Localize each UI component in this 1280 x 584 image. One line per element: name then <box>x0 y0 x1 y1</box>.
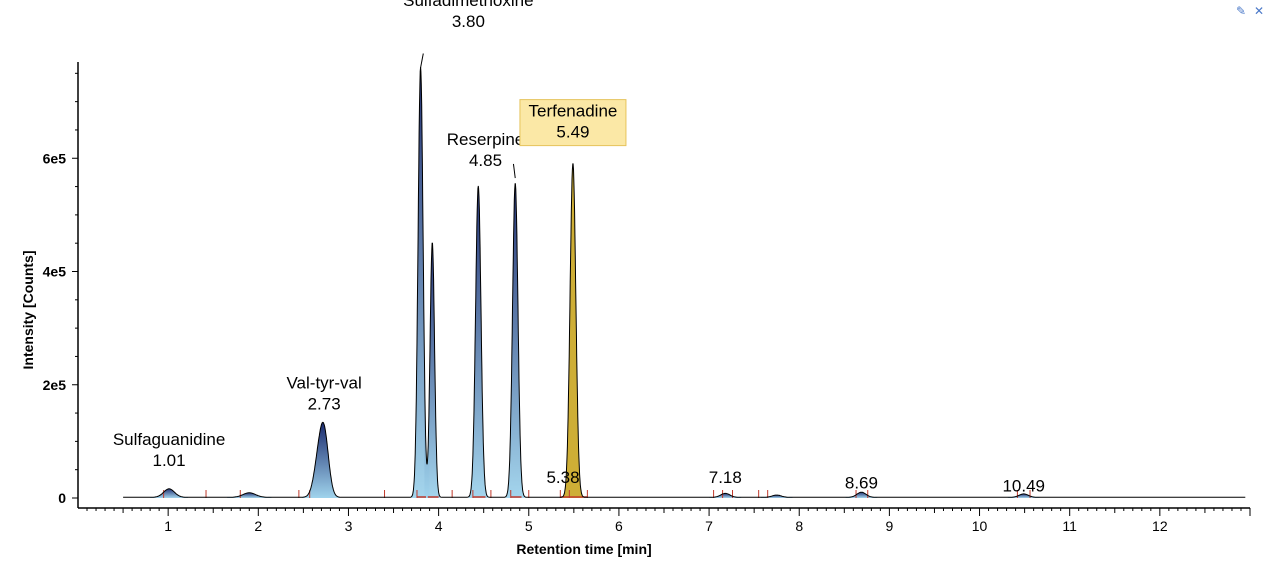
peak-label-rt: 2.73 <box>308 394 341 413</box>
y-axis-title: Intensity [Counts] <box>20 251 36 370</box>
peak-label-rt: 3.80 <box>452 12 485 31</box>
peak-fill-4.85[interactable] <box>505 183 525 498</box>
peak-fill-2.73[interactable] <box>308 422 340 498</box>
peak-label-rt: 5.38 <box>546 468 579 487</box>
peak-label-name: Sulfaguanidine <box>113 430 225 449</box>
peak-label-rt: 8.69 <box>845 474 878 493</box>
peak-label-name: Sulfadimethoxine <box>403 0 533 10</box>
peak-label-rt: 5.49 <box>556 123 589 142</box>
x-tick-label: 11 <box>1062 518 1077 534</box>
x-tick-label: 7 <box>705 518 713 534</box>
peak-label-rt: 7.18 <box>709 468 742 487</box>
peak-label-name: Reserpine <box>447 130 525 149</box>
peak-fill-3.8[interactable] <box>411 67 430 498</box>
peak-fill-4.44[interactable] <box>468 186 488 498</box>
y-tick-label: 2e5 <box>43 377 67 393</box>
x-tick-label: 1 <box>164 518 172 534</box>
highlight-label-box[interactable] <box>519 99 627 147</box>
peak-label-name: Terfenadine <box>529 102 618 121</box>
peak-label-rt: 1.01 <box>153 451 186 470</box>
x-tick-label: 8 <box>795 518 803 534</box>
peak-fill-3.93[interactable] <box>424 242 441 498</box>
peak-fill-5.49[interactable] <box>562 163 583 498</box>
peak-leader-line <box>420 53 424 68</box>
peak-leader-line <box>512 163 516 179</box>
x-axis-title: Retention time [min] <box>516 541 651 557</box>
x-tick-label: 3 <box>345 518 353 534</box>
peak-label-name: Val-tyr-val <box>286 373 361 392</box>
x-tick-label: 10 <box>972 518 988 534</box>
x-tick-label: 6 <box>615 518 623 534</box>
x-tick-label: 9 <box>885 518 893 534</box>
y-tick-label: 4e5 <box>43 264 67 280</box>
chromatogram-trace <box>123 66 1246 498</box>
close-icon[interactable]: ✕ <box>1253 4 1264 18</box>
y-tick-label: 6e5 <box>43 150 67 166</box>
x-tick-label: 2 <box>254 518 262 534</box>
pin-icon[interactable]: ✎ <box>1235 4 1246 18</box>
x-tick-label: 12 <box>1152 518 1168 534</box>
x-tick-label: 4 <box>435 518 443 534</box>
peak-label-rt: 4.85 <box>469 151 502 170</box>
x-tick-label: 5 <box>525 518 533 534</box>
peak-label-rt: 10.49 <box>1002 477 1045 496</box>
y-tick-label: 0 <box>58 490 66 506</box>
